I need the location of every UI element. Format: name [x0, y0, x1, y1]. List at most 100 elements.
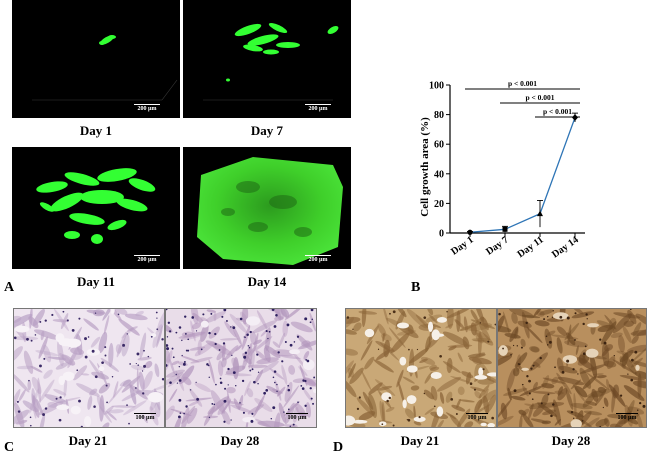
tissue-fiber — [553, 399, 562, 426]
tissue-gap — [587, 323, 600, 328]
tissue-fiber — [381, 333, 392, 342]
y-tick-label: 20 — [434, 199, 444, 210]
tissue-fiber — [529, 352, 549, 372]
cell-nucleus — [386, 399, 389, 403]
cell-nucleus — [58, 418, 62, 422]
tissue-fiber — [631, 335, 639, 344]
cell-nucleus — [289, 425, 291, 427]
cell-nucleus — [250, 419, 254, 423]
tissue-fiber — [98, 382, 111, 394]
cell-nucleus — [166, 347, 170, 351]
cell-nucleus — [251, 412, 254, 415]
cell-nucleus — [573, 417, 575, 419]
tissue-fiber — [40, 330, 45, 341]
tissue-fiber — [14, 346, 23, 363]
tissue-gap — [147, 391, 164, 403]
cell-nucleus — [619, 394, 623, 397]
tissue-fiber — [248, 348, 253, 369]
cell-nucleus — [550, 414, 553, 418]
cell-nucleus — [586, 318, 588, 320]
tissue-fiber — [190, 356, 213, 364]
cell-nucleus — [281, 360, 284, 363]
tissue-fiber — [171, 360, 180, 366]
tissue-gap — [302, 359, 315, 371]
cell-nucleus — [287, 388, 291, 392]
tissue-fiber — [33, 329, 60, 340]
cell-nucleus — [175, 331, 178, 334]
cell-nucleus — [482, 368, 485, 371]
scale-bar: 200 µm — [134, 103, 160, 112]
tissue-fiber — [425, 336, 431, 353]
tissue-fiber — [567, 324, 572, 346]
cell-nucleus — [293, 341, 296, 343]
cell-nucleus — [256, 353, 259, 356]
cell-nucleus — [235, 384, 237, 387]
tissue-fiber — [91, 371, 109, 380]
tissue-fiber — [346, 316, 361, 324]
caption-day14: Day 14 — [247, 274, 287, 289]
tissue-fiber — [166, 323, 173, 333]
tissue-fiber — [451, 404, 466, 412]
tissue-fiber — [630, 329, 646, 336]
cell-nucleus — [181, 354, 183, 357]
cell-nucleus — [304, 379, 307, 383]
tissue-fiber — [470, 319, 496, 329]
cell-nucleus — [309, 321, 312, 324]
tissue-fiber — [30, 365, 43, 373]
tissue-fiber — [247, 404, 264, 415]
tissue-fiber — [571, 311, 595, 319]
tissue-fiber — [115, 344, 122, 354]
cell-nucleus — [200, 348, 203, 351]
tissue-fiber — [73, 365, 88, 381]
cell-nucleus — [17, 410, 21, 413]
tissue-fiber — [376, 385, 393, 391]
tissue-fiber — [136, 368, 139, 393]
tissue-fiber — [601, 342, 610, 367]
cell-nucleus — [208, 364, 210, 367]
cell-nucleus — [479, 322, 482, 324]
cell-nucleus — [230, 419, 232, 421]
tissue-fiber — [556, 372, 572, 395]
tissue-fiber — [235, 344, 243, 352]
cell-nucleus — [30, 424, 32, 427]
cell-nucleus — [268, 330, 271, 333]
cell-nucleus — [30, 339, 33, 342]
tissue-fiber — [246, 388, 254, 398]
tissue-fiber — [47, 356, 67, 360]
cell-nucleus — [531, 398, 534, 401]
cell-nucleus — [313, 376, 316, 379]
cell-nucleus — [552, 310, 554, 312]
tissue-gap — [200, 320, 209, 328]
tissue-fiber — [429, 364, 437, 370]
tissue-fiber — [612, 313, 632, 334]
x-tick-label: Day 11 — [516, 234, 546, 260]
cell-nucleus — [135, 362, 137, 365]
cell-nucleus — [284, 341, 287, 344]
cell-nucleus — [585, 313, 588, 316]
tissue-fiber — [346, 360, 354, 379]
tissue-fiber — [70, 352, 84, 360]
tissue-fiber — [14, 388, 21, 412]
cell-nucleus — [551, 316, 554, 319]
tissue-fiber — [204, 311, 226, 324]
cell-nucleus — [93, 405, 96, 408]
tissue-fiber — [484, 375, 496, 384]
tissue-fiber — [208, 359, 215, 384]
y-tick-label: 80 — [434, 110, 444, 121]
confocal-day7-image: 200 µm — [183, 0, 351, 118]
cell-nucleus — [51, 313, 54, 317]
cell-nucleus — [71, 329, 75, 332]
panel-letter-d: D — [333, 440, 344, 455]
tissue-fiber — [556, 337, 563, 354]
tissue-fiber — [152, 324, 163, 349]
tissue-fiber — [591, 388, 599, 402]
cell-nucleus — [572, 368, 575, 371]
cell-nucleus — [498, 312, 501, 316]
cell-nucleus — [166, 309, 168, 311]
tissue-gap — [635, 364, 640, 371]
y-tick-label: 100 — [429, 81, 444, 92]
cell-nucleus — [219, 377, 222, 380]
tissue-fiber — [542, 377, 566, 384]
tissue-fiber — [169, 388, 178, 402]
cell-nucleus — [59, 396, 62, 399]
